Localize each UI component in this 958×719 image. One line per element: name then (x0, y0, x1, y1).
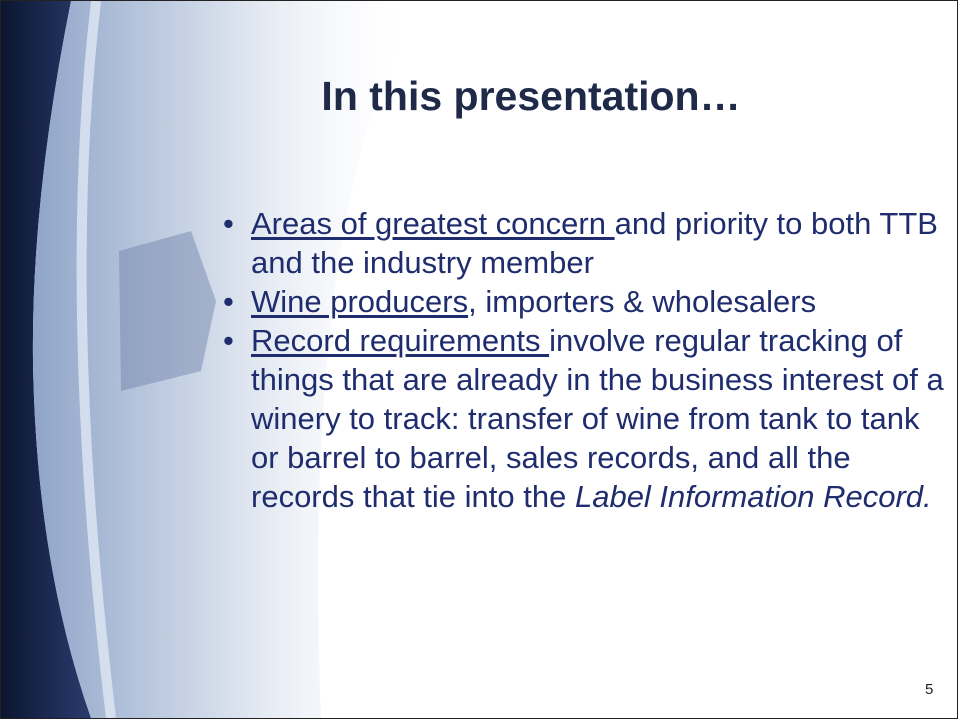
bullet: Areas of greatest concern and priority t… (223, 204, 953, 282)
page-number: 5 (925, 681, 934, 698)
bullet: Record requirements involve regular trac… (223, 321, 953, 516)
slide-title: In this presentation… (321, 73, 741, 119)
bullet-text: involve regular tracking of things that … (251, 323, 944, 514)
bullet-text: and priority to both TTB and the industr… (251, 206, 938, 280)
bullet: Wine producers, importers & wholesalers (223, 282, 953, 321)
bullet-list: Areas of greatest concern and priority t… (223, 204, 953, 516)
bullet-text: , importers & wholesalers (468, 284, 817, 319)
link-text: Wine producers (251, 284, 469, 319)
link-text: Areas of greatest concern (251, 206, 615, 241)
italic-text: Label Information Record. (574, 479, 932, 514)
link-text: Record requirements (251, 323, 550, 358)
